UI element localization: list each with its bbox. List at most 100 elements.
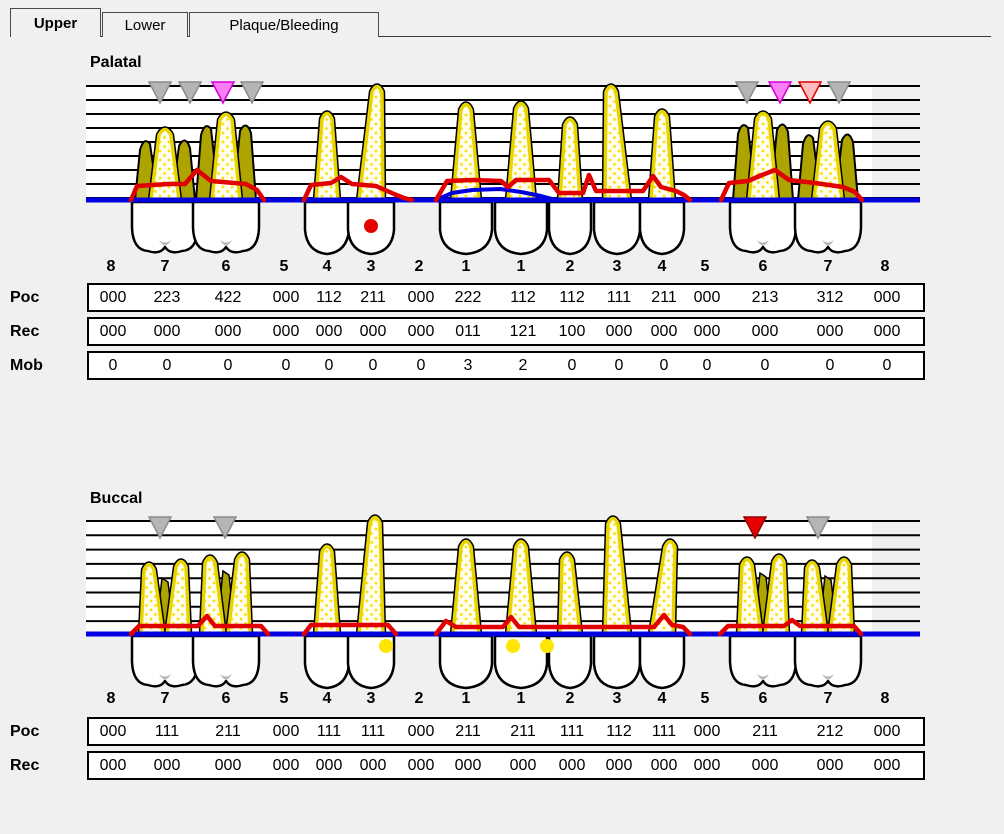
buccal-rec-value-cell[interactable]: 000 bbox=[650, 757, 678, 774]
palatal-poc-value-cell[interactable]: 213 bbox=[751, 289, 779, 306]
palatal-mob-value-cell[interactable]: 0 bbox=[416, 357, 426, 374]
palatal-poc-value-cell[interactable]: 000 bbox=[272, 289, 300, 306]
palatal-mob-value-cell[interactable]: 3 bbox=[463, 357, 473, 374]
tooth-6R-buccal[interactable] bbox=[728, 553, 798, 688]
palatal-rec-value-cell[interactable]: 000 bbox=[605, 323, 633, 340]
tooth-4L-palatal[interactable] bbox=[303, 110, 351, 256]
buccal-poc-value-cell[interactable]: 000 bbox=[407, 723, 435, 740]
tooth-1L-palatal[interactable] bbox=[438, 101, 494, 256]
buccal-poc-value-cell[interactable]: 000 bbox=[873, 723, 901, 740]
buccal-poc-value-cell[interactable]: 212 bbox=[816, 723, 844, 740]
palatal-mob-value-cell[interactable]: 0 bbox=[882, 357, 892, 374]
palatal-poc-value-cell[interactable]: 112 bbox=[559, 289, 585, 306]
palatal-poc-value-cell[interactable]: 211 bbox=[360, 289, 386, 306]
buccal-rec-value-cell[interactable]: 000 bbox=[407, 757, 435, 774]
buccal-poc-value-cell[interactable]: 211 bbox=[455, 723, 481, 740]
buccal-poc-value-cell[interactable]: 000 bbox=[272, 723, 300, 740]
buccal-rec-value-cell[interactable]: 000 bbox=[751, 757, 779, 774]
palatal-rec-value-cell[interactable]: 000 bbox=[272, 323, 300, 340]
palatal-poc-value-cell[interactable]: 111 bbox=[606, 289, 632, 306]
palatal-rec-value-cell[interactable]: 000 bbox=[816, 323, 844, 340]
palatal-poc-value-cell[interactable]: 000 bbox=[407, 289, 435, 306]
buccal-rec-value-cell[interactable]: 000 bbox=[99, 757, 127, 774]
buccal-rec-value-cell[interactable]: 000 bbox=[359, 757, 387, 774]
palatal-poc-value-cell[interactable]: 211 bbox=[651, 289, 677, 306]
tooth-7R-palatal[interactable] bbox=[793, 120, 863, 254]
red-triangle-marker[interactable] bbox=[742, 516, 768, 540]
palatal-poc-value-cell[interactable]: 000 bbox=[693, 289, 721, 306]
gray-triangle-marker[interactable] bbox=[212, 516, 238, 540]
tooth-6L-palatal[interactable] bbox=[191, 111, 261, 254]
palatal-rec-value-cell[interactable]: 000 bbox=[214, 323, 242, 340]
buccal-rec-value-cell[interactable]: 000 bbox=[558, 757, 586, 774]
tooth-3R-palatal[interactable] bbox=[592, 83, 642, 256]
palatal-mob-value-cell[interactable]: 0 bbox=[825, 357, 835, 374]
tooth-7R-buccal[interactable] bbox=[793, 556, 863, 688]
gray-triangle-marker[interactable] bbox=[147, 516, 173, 540]
buccal-poc-value-cell[interactable]: 111 bbox=[559, 723, 585, 740]
pink-triangle-marker[interactable] bbox=[797, 81, 823, 105]
palatal-rec-value-cell[interactable]: 000 bbox=[153, 323, 181, 340]
buccal-poc-value-cell[interactable]: 112 bbox=[606, 723, 632, 740]
palatal-poc-value-cell[interactable]: 000 bbox=[873, 289, 901, 306]
palatal-rec-value-cell[interactable]: 000 bbox=[99, 323, 127, 340]
palatal-rec-value-cell[interactable]: 000 bbox=[751, 323, 779, 340]
buccal-poc-value-cell[interactable]: 111 bbox=[651, 723, 677, 740]
palatal-mob-value-cell[interactable]: 0 bbox=[281, 357, 291, 374]
palatal-rec-value-cell[interactable]: 000 bbox=[873, 323, 901, 340]
buccal-poc-value-cell[interactable]: 211 bbox=[510, 723, 536, 740]
tab-upper[interactable]: Upper bbox=[10, 8, 101, 37]
palatal-poc-value-cell[interactable]: 222 bbox=[454, 289, 482, 306]
palatal-poc-value-cell[interactable]: 223 bbox=[153, 289, 181, 306]
tooth-7L-buccal[interactable] bbox=[130, 558, 200, 688]
palatal-rec-value-cell[interactable]: 100 bbox=[558, 323, 586, 340]
palatal-mob-value-cell[interactable]: 2 bbox=[518, 357, 528, 374]
palatal-poc-value-cell[interactable]: 112 bbox=[510, 289, 536, 306]
yellow-dot-marker[interactable] bbox=[540, 639, 554, 653]
palatal-mob-value-cell[interactable]: 0 bbox=[368, 357, 378, 374]
tooth-1R-buccal[interactable] bbox=[493, 538, 549, 690]
buccal-poc-value-cell[interactable]: 111 bbox=[154, 723, 180, 740]
tooth-3L-buccal[interactable] bbox=[346, 514, 396, 690]
gray-triangle-marker[interactable] bbox=[239, 81, 265, 105]
buccal-rec-value-cell[interactable]: 000 bbox=[509, 757, 537, 774]
tooth-1L-buccal[interactable] bbox=[438, 538, 494, 690]
buccal-rec-value-cell[interactable]: 000 bbox=[693, 757, 721, 774]
magenta-triangle-marker[interactable] bbox=[210, 81, 236, 105]
palatal-rec-value-cell[interactable]: 000 bbox=[650, 323, 678, 340]
palatal-mob-value-cell[interactable]: 0 bbox=[760, 357, 770, 374]
magenta-triangle-marker[interactable] bbox=[767, 81, 793, 105]
yellow-dot-marker[interactable] bbox=[379, 639, 393, 653]
gray-triangle-marker[interactable] bbox=[734, 81, 760, 105]
palatal-rec-value-cell[interactable]: 121 bbox=[509, 323, 537, 340]
palatal-mob-value-cell[interactable]: 0 bbox=[614, 357, 624, 374]
tab-plaque-bleeding[interactable]: Plaque/Bleeding bbox=[189, 12, 379, 37]
palatal-mob-value-cell[interactable]: 0 bbox=[324, 357, 334, 374]
palatal-poc-value-cell[interactable]: 112 bbox=[316, 289, 342, 306]
buccal-rec-value-cell[interactable]: 000 bbox=[816, 757, 844, 774]
tooth-2R-palatal[interactable] bbox=[547, 116, 593, 256]
gray-triangle-marker[interactable] bbox=[826, 81, 852, 105]
gray-triangle-marker[interactable] bbox=[177, 81, 203, 105]
red-dot-marker[interactable] bbox=[364, 219, 378, 233]
buccal-poc-value-cell[interactable]: 111 bbox=[316, 723, 342, 740]
palatal-mob-value-cell[interactable]: 0 bbox=[659, 357, 669, 374]
palatal-rec-value-cell[interactable]: 000 bbox=[693, 323, 721, 340]
buccal-poc-value-cell[interactable]: 211 bbox=[215, 723, 241, 740]
palatal-poc-value-cell[interactable]: 422 bbox=[214, 289, 242, 306]
buccal-rec-value-cell[interactable]: 000 bbox=[873, 757, 901, 774]
tooth-1R-palatal[interactable] bbox=[493, 100, 549, 256]
gray-triangle-marker[interactable] bbox=[147, 81, 173, 105]
tooth-3R-buccal[interactable] bbox=[592, 515, 642, 690]
tab-lower[interactable]: Lower bbox=[102, 12, 188, 37]
palatal-poc-value-cell[interactable]: 312 bbox=[816, 289, 844, 306]
palatal-rec-value-cell[interactable]: 000 bbox=[315, 323, 343, 340]
tooth-7L-palatal[interactable] bbox=[130, 126, 200, 254]
buccal-poc-value-cell[interactable]: 000 bbox=[693, 723, 721, 740]
palatal-mob-value-cell[interactable]: 0 bbox=[567, 357, 577, 374]
gray-triangle-marker[interactable] bbox=[805, 516, 831, 540]
buccal-rec-value-cell[interactable]: 000 bbox=[454, 757, 482, 774]
buccal-poc-value-cell[interactable]: 000 bbox=[99, 723, 127, 740]
buccal-poc-value-cell[interactable]: 111 bbox=[360, 723, 386, 740]
palatal-mob-value-cell[interactable]: 0 bbox=[108, 357, 118, 374]
